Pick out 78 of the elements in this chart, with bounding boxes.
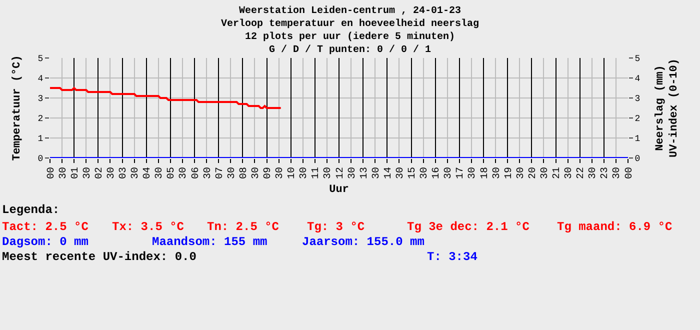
- text: Tact: 2.5 °C: [2, 220, 88, 234]
- y-tick-label: 4: [38, 74, 44, 84]
- x-tick-label: 19: [504, 167, 515, 180]
- x-tick-label: 12: [335, 167, 346, 180]
- y-tick-label: 2: [38, 114, 44, 124]
- x-tick-label: 07: [214, 167, 226, 180]
- x-tick-label: 30: [323, 167, 334, 180]
- text: Jaarsom: 155.0 mm: [302, 235, 424, 249]
- x-tick-label: 04: [142, 167, 154, 180]
- x-tick-label: 00: [46, 167, 58, 180]
- x-tick-label: 02: [94, 167, 106, 180]
- x-tick-label: 14: [383, 167, 394, 180]
- text: Tg maand: 6.9 °C: [557, 220, 672, 234]
- chart-title: Weerstation Leiden-centrum , 24-01-23 Verloop temperatuur en hoeveelheid neerslag 12 plots per uur (iedere 5 minuten) G / D / T punten: 0 / 0 / 1: [220, 5, 480, 56]
- y2-tick-label: 4: [634, 74, 640, 84]
- y2-tick-label: 2: [634, 114, 640, 124]
- x-tick-label: 16: [432, 167, 443, 180]
- x-tick-label: 30: [588, 167, 600, 180]
- x-tick-label: 30: [395, 167, 406, 180]
- text: Tx: 3.5 °C: [112, 220, 184, 234]
- x-tick-label: 20: [528, 167, 539, 180]
- x-tick-label: 30: [178, 167, 190, 180]
- x-tick-label: 11: [311, 167, 322, 180]
- x-tick-label: 30: [130, 167, 142, 180]
- x-tick-label: 30: [226, 167, 238, 180]
- x-tick-label: 00: [624, 167, 636, 180]
- x-tick-label: 09: [263, 167, 274, 180]
- x-tick-label: 30: [275, 167, 286, 180]
- text: Meest recente UV-index: 0.0: [2, 250, 196, 264]
- x-tick-label: 30: [564, 167, 576, 180]
- x-tick-label: 30: [492, 167, 503, 180]
- x-tick-label: 30: [58, 167, 70, 180]
- x-tick-label: 30: [516, 167, 527, 180]
- line-series: [50, 87, 282, 109]
- x-tick-label: 15: [408, 167, 418, 180]
- x-tick-label: 30: [299, 167, 310, 180]
- text: Tn: 2.5 °C: [207, 220, 280, 234]
- x-tick-label: 30: [444, 167, 455, 180]
- x-tick-label: 17: [456, 167, 467, 180]
- text: T: 3:34: [427, 250, 478, 264]
- x-tick-label: 22: [576, 167, 588, 180]
- x-tick-label: 06: [190, 167, 202, 180]
- text: Tg: 3 °C: [307, 220, 365, 234]
- x-tick-label: 30: [347, 167, 358, 180]
- x-tick-label: 05: [166, 167, 178, 180]
- x-tick-label: 30: [540, 167, 551, 180]
- text: Dagsom: 0 mm: [2, 235, 88, 249]
- x-tick-label: 13: [359, 167, 370, 180]
- y2-tick-label: 0: [634, 154, 640, 164]
- x-tick-label: 08: [238, 167, 250, 180]
- y-tick-label: 3: [38, 94, 44, 104]
- y-tick-label: 0: [38, 154, 44, 164]
- y-tick-label: 1: [38, 134, 44, 144]
- text: Maandsom: 155 mm: [152, 235, 268, 249]
- y2-tick-label: 1: [634, 134, 640, 144]
- x-tick-label: 30: [154, 167, 166, 180]
- x-tick-label: 30: [250, 167, 262, 180]
- x-tick-label: 30: [371, 167, 382, 180]
- y-tick-label: 5: [38, 54, 44, 64]
- y2-tick-label: 5: [634, 54, 640, 64]
- x-tick-label: 30: [468, 167, 479, 180]
- x-tick-label: 01: [70, 167, 82, 180]
- y2-axis-title: Neerslag (mm) UV-index (0-10): [654, 58, 681, 158]
- x-tick-label: 30: [420, 167, 431, 180]
- x-tick-label: 30: [82, 167, 94, 180]
- x-axis-title: Uur: [329, 184, 349, 196]
- y-axis-title: Temperatuur (°C): [11, 55, 24, 161]
- x-tick-label: 10: [287, 167, 298, 180]
- x-tick-label: 30: [612, 167, 624, 180]
- x-tick-label: 21: [552, 167, 563, 180]
- x-tick-label: 03: [118, 167, 130, 180]
- x-tick-label: 23: [600, 167, 612, 180]
- text: Tg 3e dec: 2.1 °C: [407, 220, 530, 234]
- text: Legenda:: [2, 203, 60, 217]
- y2-tick-label: 3: [634, 94, 640, 104]
- x-tick-label: 30: [106, 167, 118, 180]
- x-tick-label: 18: [480, 167, 491, 180]
- x-tick-label: 30: [202, 167, 214, 180]
